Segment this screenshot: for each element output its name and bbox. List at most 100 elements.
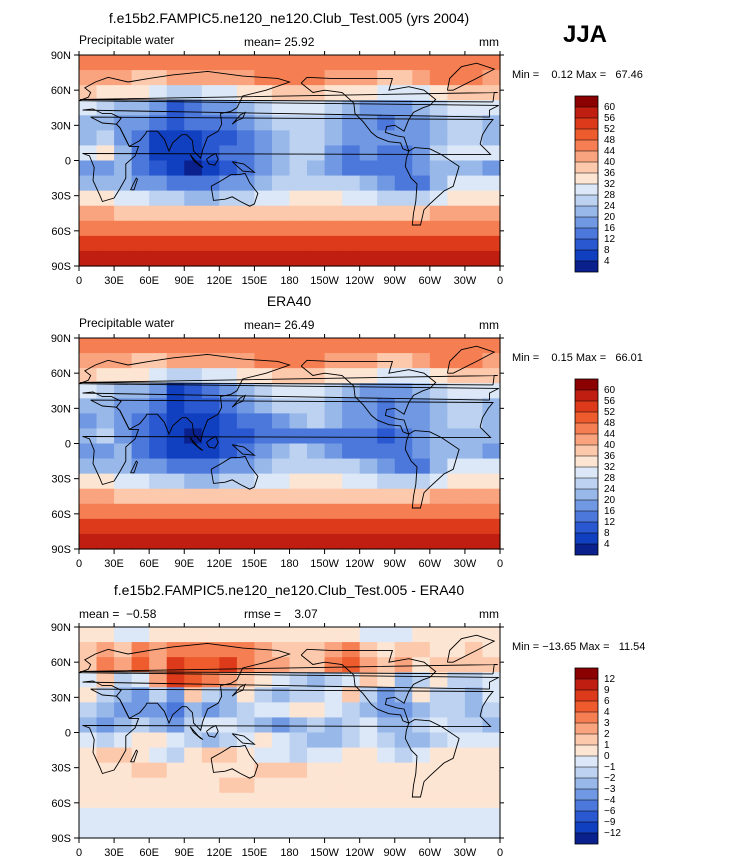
field-cell (307, 732, 326, 749)
field-cell (184, 792, 203, 809)
field-cell (184, 383, 203, 399)
field-cell (149, 657, 168, 673)
field-cell (219, 642, 238, 658)
field-cell (342, 100, 361, 116)
field-cell (412, 190, 431, 207)
field-cell (271, 190, 291, 207)
coastline (82, 688, 494, 775)
field-cell (429, 822, 448, 839)
field-cell (324, 368, 343, 384)
colorbar-label: 32 (604, 462, 616, 473)
field-cell (201, 792, 220, 809)
field-cell (236, 220, 256, 237)
field-cell (149, 488, 168, 505)
coastline (210, 744, 259, 779)
field-cell (271, 642, 291, 658)
field-cell (412, 732, 431, 749)
x-tick-label: 150E (242, 847, 268, 859)
field-cell (219, 807, 238, 824)
field-cell (289, 175, 308, 192)
field-cell (149, 190, 168, 207)
field-cell (429, 518, 448, 535)
x-tick-label: 0 (497, 558, 503, 570)
field-cell (447, 687, 466, 703)
y-tick-label: 0 (65, 728, 71, 740)
field-cell (394, 627, 413, 643)
field-cell (149, 503, 168, 520)
coastline (206, 435, 219, 449)
field-cell (236, 70, 256, 86)
colorbar-label: 56 (604, 396, 616, 407)
coastline (446, 62, 496, 91)
y-tick-label: 90S (51, 544, 71, 556)
field-cell (236, 85, 256, 101)
field-cell (412, 338, 431, 354)
field-cell (201, 762, 220, 779)
field-cell (114, 70, 133, 86)
field-cell (412, 657, 431, 673)
field-cell (96, 205, 115, 222)
field-cell (79, 338, 98, 354)
field-cell (342, 687, 361, 703)
x-tick-label: 90E (174, 275, 194, 287)
colorbar-swatch (575, 151, 598, 162)
field-cell (359, 235, 378, 252)
field-cell (464, 338, 484, 354)
field-cell (342, 762, 361, 779)
colorbar-swatch (575, 723, 598, 734)
panel-diff: f.e15b2.FAMPIC5.ne120_ne120.Club_Test.00… (51, 582, 646, 859)
field-cell (79, 353, 98, 369)
field-cell (429, 205, 448, 222)
field-cell (482, 642, 501, 658)
field-cell (377, 443, 396, 460)
field-cell (342, 807, 361, 824)
field-cell (482, 115, 501, 131)
field-cell (289, 777, 308, 794)
field-cell (324, 627, 343, 643)
field-cell (236, 822, 256, 839)
field-cell (324, 383, 343, 399)
field-cell (342, 338, 361, 354)
field-cell (79, 458, 98, 475)
field-cell (359, 807, 378, 824)
colorbar-label: 2 (604, 729, 610, 740)
field-cell (271, 383, 291, 399)
field-cell (412, 762, 431, 779)
field-cell (254, 205, 273, 222)
x-tick-label: 30W (454, 558, 477, 570)
field-cell (412, 130, 431, 147)
field-cell (412, 85, 431, 101)
field-cell (201, 642, 220, 658)
field-cell (96, 413, 115, 430)
field-cell (114, 100, 133, 116)
field-cell (219, 55, 238, 71)
field-cell (342, 368, 361, 384)
y-tick-label: 30N (51, 692, 71, 704)
field-cell (394, 160, 413, 177)
field-cell (359, 443, 378, 460)
colorbar-swatch (575, 228, 598, 239)
field-cell (307, 488, 326, 505)
field-cell (166, 657, 185, 673)
field-cell (254, 777, 273, 794)
field-cell (79, 205, 98, 222)
field-cell (236, 672, 256, 688)
field-cell (184, 70, 203, 86)
field-cell (114, 338, 133, 354)
field-cell (447, 792, 466, 809)
field-cell (429, 443, 448, 460)
field-cell (482, 777, 501, 794)
colorbar-swatch (575, 500, 598, 511)
field-cell (166, 85, 185, 101)
field-cell (271, 627, 291, 643)
field-cell (429, 672, 448, 688)
field-cell (482, 533, 501, 550)
field-cell (342, 145, 361, 162)
field-cell (412, 115, 431, 131)
field-cell (114, 627, 133, 643)
field-cell (131, 777, 150, 794)
field-cell (201, 458, 220, 475)
field-cell (79, 100, 98, 116)
field-cell (394, 85, 413, 101)
